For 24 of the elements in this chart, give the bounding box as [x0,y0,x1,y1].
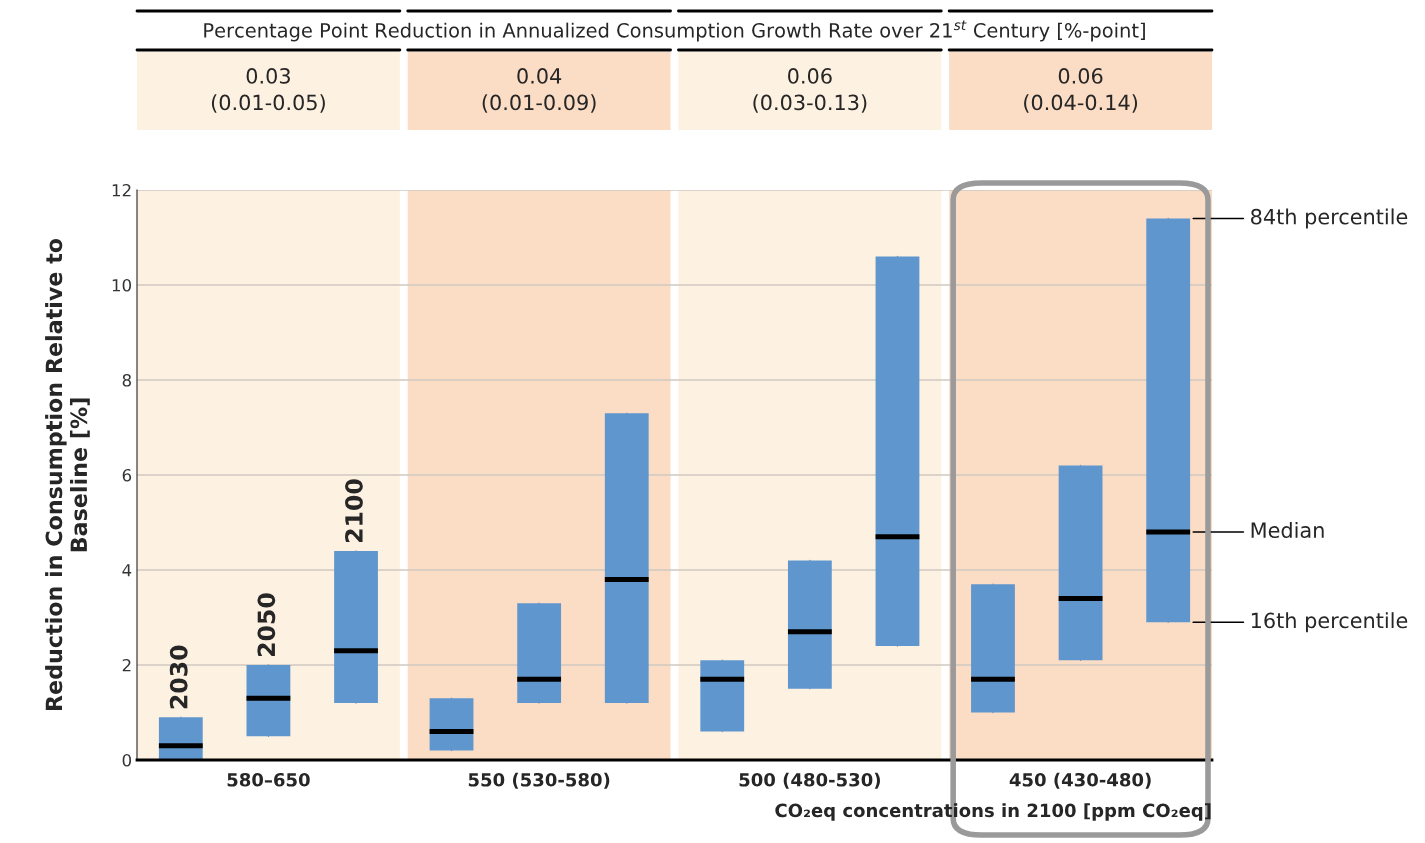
y-tick-label: 4 [122,564,132,577]
x-tick-label: 2100 [345,479,363,543]
text: 0.06 (0.03-0.13) [753,68,867,113]
y-tick-label: 2 [122,658,131,672]
text: 84th percentile [1251,208,1408,229]
text: 0.04 (0.01-0.09) [482,68,596,113]
y-tick-label: 6 [122,468,132,482]
y-tick-label: 10 [112,278,132,292]
text: 450 (430-480) [1009,772,1151,789]
x-tick-label: 2050 [257,593,276,657]
x-tick-label: 2030 [169,645,188,709]
y-axis-title: Reduction in Consumption Relative to Baseline [%] [45,238,90,711]
y-tick-label: 12 [112,183,131,197]
text: 0.03 (0.01-0.05) [211,68,325,113]
text: 16th percentile [1251,612,1408,633]
text: 550 (530-580) [468,772,610,789]
y-tick-label: 0 [122,753,132,767]
text: CO₂eq concentrations in 2100 [ppm CO₂eq] [775,803,1211,821]
y-tick-label: 8 [122,373,131,387]
text: 0.06 (0.04-0.14) [1024,68,1138,113]
text: 500 (480-530) [739,772,880,789]
text: 580–650 [227,772,310,787]
text: Percentage Point Reduction in Annualized Consumption Growth Rate over 21$^{st}$ Century [%-point] [204,20,1145,42]
text: Median [1251,521,1324,539]
